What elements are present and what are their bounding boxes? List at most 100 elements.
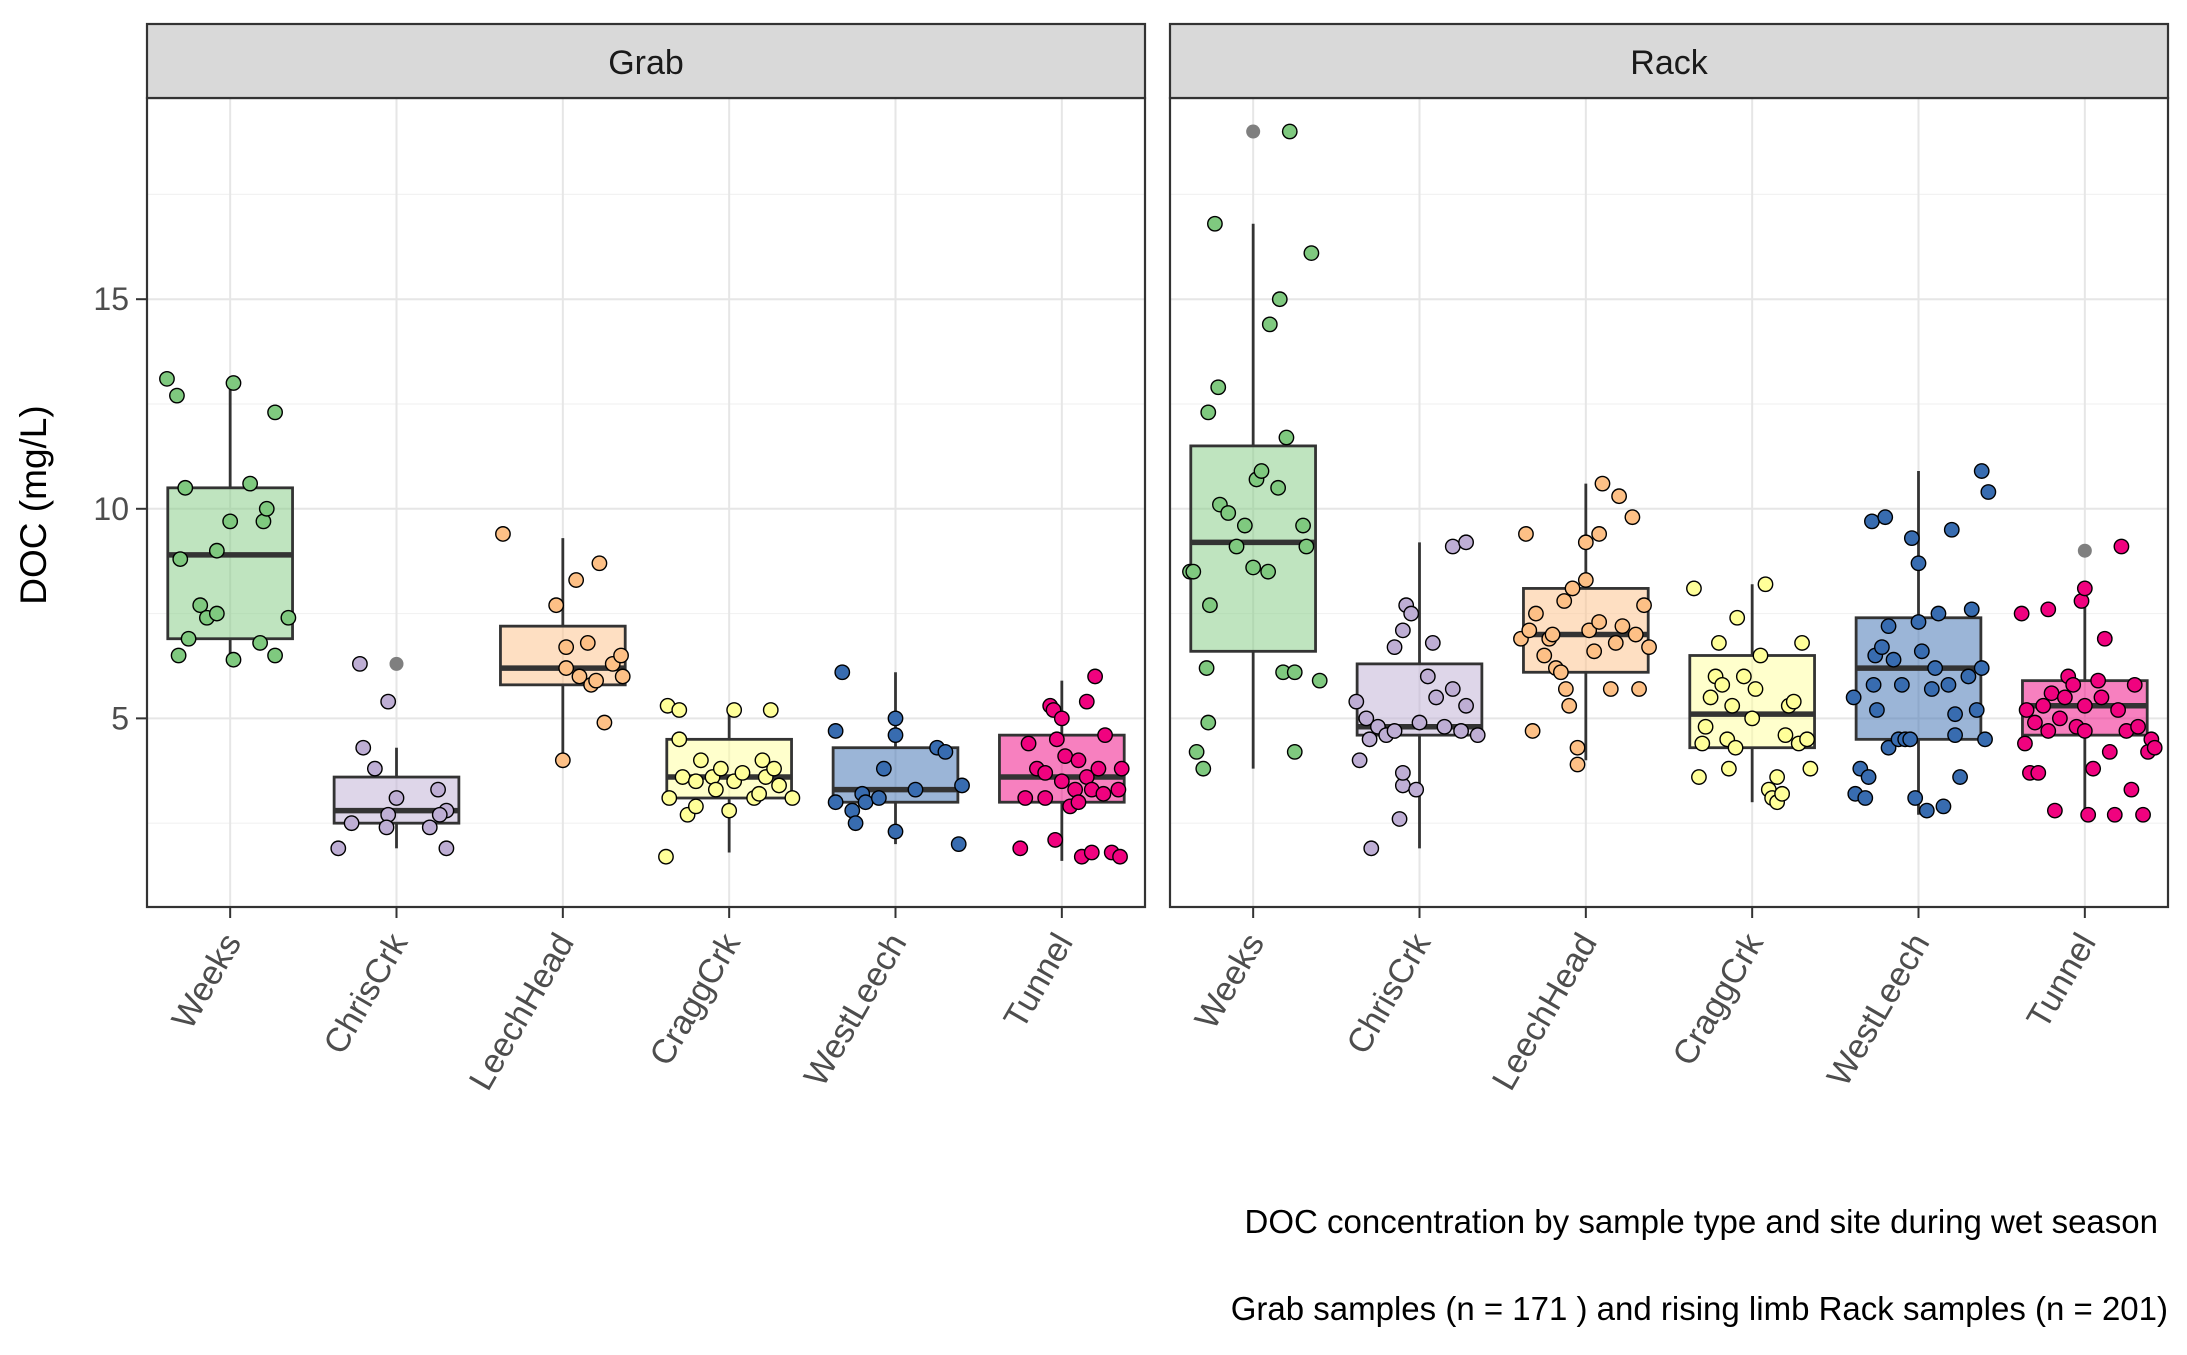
data-point	[388, 790, 405, 806]
data-point	[159, 370, 175, 387]
data-point	[343, 815, 360, 832]
data-point	[2076, 723, 2093, 739]
data-point	[1552, 664, 1569, 681]
data-point	[1047, 832, 1064, 848]
data-point	[1557, 681, 1574, 697]
data-point	[1774, 785, 1791, 802]
facet-strip-background	[145, 22, 1147, 100]
data-point	[1973, 660, 1990, 676]
data-point	[1631, 681, 1647, 697]
data-point	[1903, 530, 1920, 547]
data-point	[870, 790, 887, 806]
data-point	[1869, 702, 1885, 718]
data-point	[1910, 614, 1927, 630]
data-point	[847, 815, 864, 832]
data-point	[2018, 702, 2035, 718]
data-point	[1210, 379, 1227, 396]
data-point	[1880, 618, 1897, 635]
data-point	[827, 794, 844, 811]
data-point	[1386, 723, 1403, 739]
data-point	[2126, 676, 2143, 693]
data-point	[1351, 752, 1368, 769]
data-point	[1569, 739, 1586, 756]
data-point	[1973, 463, 1990, 479]
data-point	[1877, 509, 1894, 526]
data-point	[1857, 790, 1874, 806]
data-point	[1220, 505, 1237, 521]
x-tick-label: LeechHead	[462, 927, 582, 1097]
x-tick-label: WestLeech	[1820, 927, 1938, 1093]
data-point	[887, 727, 904, 744]
data-point	[1799, 731, 1815, 748]
data-point	[751, 785, 768, 802]
data-point	[712, 760, 729, 777]
data-point	[1918, 802, 1935, 819]
data-point	[2113, 538, 2130, 555]
data-point	[330, 840, 347, 857]
x-tick-label: Tunnel	[997, 927, 1081, 1035]
data-point	[1940, 676, 1957, 693]
data-point	[834, 664, 851, 681]
data-point	[1363, 840, 1380, 857]
data-point	[1518, 526, 1534, 542]
data-point	[1070, 794, 1087, 811]
data-point	[1544, 626, 1561, 643]
data-point	[1577, 572, 1594, 588]
data-point	[1947, 706, 1963, 723]
data-point	[721, 802, 738, 819]
data-point	[1394, 622, 1411, 639]
data-point	[1744, 710, 1761, 727]
panel-backgrounds	[147, 98, 2168, 907]
data-point	[1200, 404, 1217, 421]
data-point	[1607, 635, 1624, 651]
data-point	[1907, 790, 1924, 806]
data-point	[1110, 781, 1127, 798]
data-point	[1785, 693, 1802, 710]
data-point	[1436, 718, 1453, 735]
data-point	[827, 723, 844, 739]
facet-strip-label: Grab	[608, 44, 684, 82]
data-point	[1864, 513, 1880, 530]
data-point	[784, 790, 801, 806]
data-point	[2040, 723, 2057, 739]
data-point	[355, 739, 372, 756]
data-point	[1469, 727, 1486, 744]
panel-background	[1170, 98, 2168, 907]
data-point	[1724, 697, 1741, 714]
data-point	[1113, 760, 1130, 777]
data-point	[1260, 563, 1277, 580]
data-point	[2093, 689, 2110, 706]
data-point	[1298, 538, 1315, 555]
data-point	[1112, 848, 1128, 865]
data-point	[1271, 291, 1288, 308]
data-point	[1207, 215, 1223, 232]
data-point	[734, 764, 751, 781]
data-point	[1564, 580, 1581, 597]
data-point	[1627, 626, 1644, 643]
data-point	[1727, 739, 1744, 756]
data-point	[1927, 660, 1944, 676]
data-point	[2051, 710, 2068, 727]
data-point	[1391, 811, 1408, 827]
data-point	[380, 693, 397, 710]
data-point	[1769, 769, 1786, 785]
data-point	[1408, 781, 1425, 798]
data-point	[1053, 773, 1070, 790]
data-point	[1097, 727, 1113, 744]
data-point	[907, 781, 924, 798]
data-point	[208, 605, 225, 622]
data-point	[1757, 576, 1774, 593]
data-point	[591, 555, 608, 572]
data-point	[1624, 509, 1641, 526]
data-point	[1020, 735, 1037, 752]
data-point	[707, 781, 724, 798]
data-point	[1980, 484, 1997, 500]
data-point	[1865, 676, 1882, 693]
data-point	[1556, 593, 1573, 609]
data-point	[1270, 479, 1287, 496]
facet-strip-background	[1168, 22, 2170, 100]
data-point	[2013, 605, 2030, 622]
data-point	[1960, 668, 1977, 685]
x-tick-label: ChrisCrk	[1339, 926, 1439, 1060]
